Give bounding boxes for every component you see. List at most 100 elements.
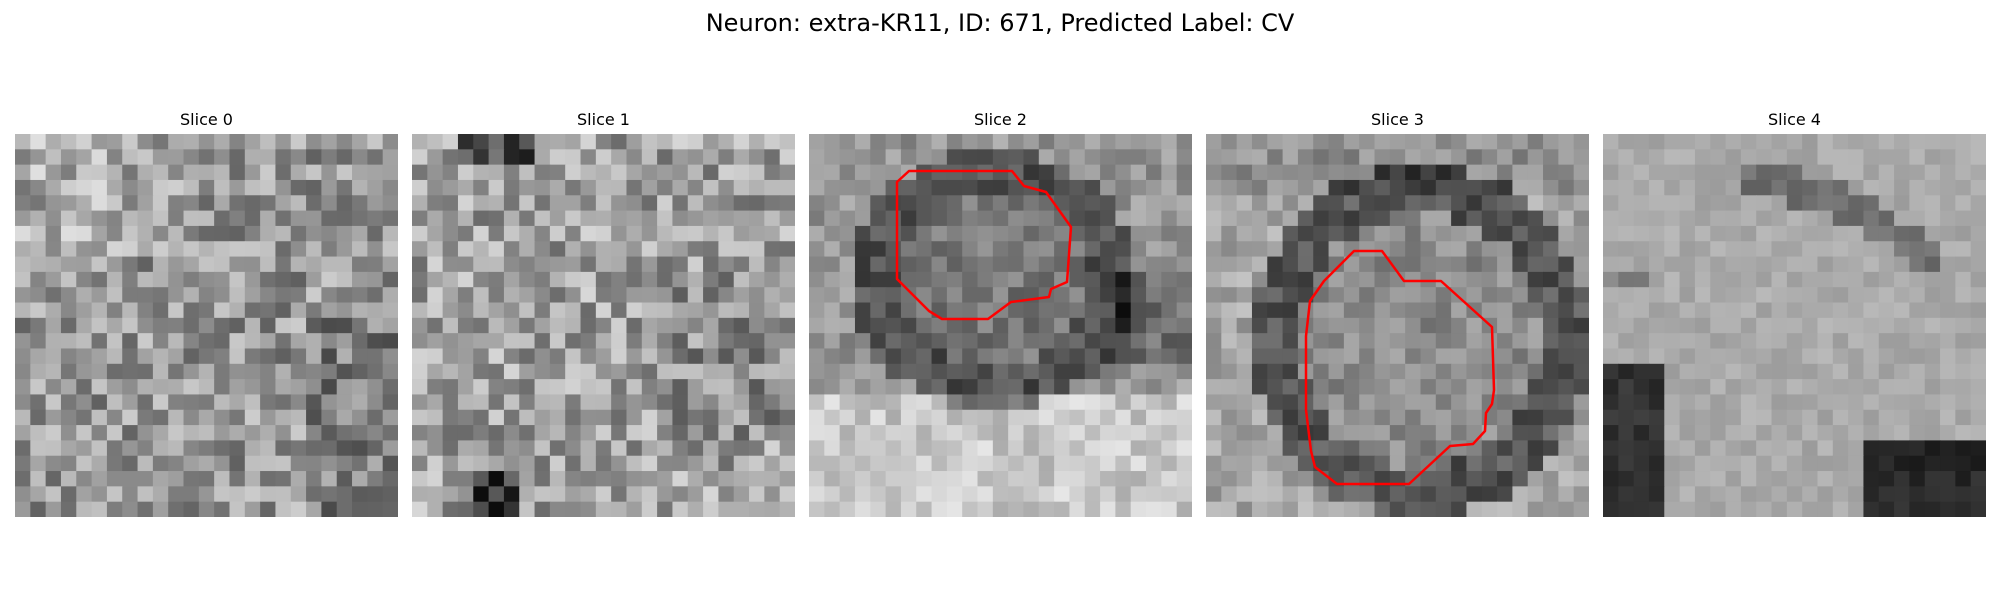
pixel <box>76 486 93 503</box>
pixel <box>321 256 338 273</box>
pixel <box>473 256 490 273</box>
pixel <box>1970 134 1986 150</box>
pixel <box>1786 455 1803 472</box>
pixel <box>60 134 77 150</box>
pixel <box>1633 333 1650 350</box>
pixel <box>183 134 200 150</box>
pixel <box>595 164 612 181</box>
pixel <box>457 149 474 166</box>
pixel <box>457 134 474 150</box>
pixel <box>703 164 719 181</box>
pixel <box>442 379 459 396</box>
pixel <box>1863 379 1880 396</box>
pixel <box>336 256 353 273</box>
pixel <box>1236 471 1253 487</box>
pixel <box>137 455 154 472</box>
pixel <box>503 225 520 242</box>
pixel <box>1176 287 1192 304</box>
pixel <box>229 333 246 350</box>
pixel <box>168 210 185 227</box>
pixel <box>534 486 551 503</box>
pixel <box>1084 348 1101 365</box>
pixel <box>1543 225 1559 242</box>
pixel <box>442 425 459 441</box>
pixel <box>76 471 93 487</box>
pixel <box>1955 149 1972 166</box>
pixel <box>503 425 520 441</box>
pixel <box>1313 164 1330 181</box>
pixel <box>290 195 307 212</box>
pixel <box>1115 195 1132 212</box>
pixel <box>60 149 77 166</box>
pixel <box>488 425 505 441</box>
pixel <box>687 317 704 334</box>
pixel <box>870 225 887 242</box>
pixel <box>1236 501 1253 517</box>
pixel <box>854 425 871 441</box>
pixel <box>1894 409 1910 426</box>
pixel <box>992 287 1009 304</box>
pixel <box>1648 179 1665 196</box>
pixel <box>718 134 735 150</box>
pixel <box>122 256 139 273</box>
pixel <box>352 317 368 334</box>
pixel <box>626 394 643 411</box>
pixel <box>367 241 384 258</box>
pixel <box>1267 486 1284 503</box>
pixel <box>1710 225 1727 242</box>
pixel <box>1633 425 1650 441</box>
pixel <box>1955 348 1972 365</box>
pixel <box>854 317 871 334</box>
pixel <box>1236 241 1253 258</box>
pixel <box>45 271 62 288</box>
pixel <box>1176 179 1192 196</box>
pixel <box>595 302 612 319</box>
pixel <box>137 134 154 150</box>
pixel <box>1694 333 1711 350</box>
pixel <box>824 256 841 273</box>
pixel <box>1679 271 1696 288</box>
pixel <box>1451 394 1468 411</box>
pixel <box>1740 363 1757 380</box>
pixel <box>977 149 994 166</box>
pixel <box>657 302 674 319</box>
pixel <box>1648 149 1665 166</box>
pixel <box>1817 241 1834 258</box>
pixel <box>1328 379 1345 396</box>
pixel <box>1543 455 1559 472</box>
pixel <box>168 287 185 304</box>
pixel <box>1221 471 1238 487</box>
pixel <box>565 256 582 273</box>
pixel <box>1832 302 1849 319</box>
pixel <box>1543 501 1559 517</box>
pixel <box>1863 440 1880 457</box>
pixel <box>1236 134 1253 150</box>
pixel <box>336 302 353 319</box>
pixel <box>1802 287 1819 304</box>
pixel <box>1648 225 1665 242</box>
pixel <box>1771 271 1788 288</box>
pixel <box>76 440 93 457</box>
pixel <box>1420 317 1437 334</box>
pixel <box>290 164 307 181</box>
pixel <box>1236 149 1253 166</box>
pixel <box>1970 149 1986 166</box>
pixel <box>1176 425 1192 441</box>
pixel <box>168 471 185 487</box>
pixel <box>91 348 108 365</box>
pixel <box>580 179 597 196</box>
pixel <box>1389 164 1406 181</box>
pixel <box>916 134 933 150</box>
pixel <box>916 486 933 503</box>
pixel <box>412 409 428 426</box>
pixel <box>1756 149 1773 166</box>
pixel <box>549 164 566 181</box>
pixel <box>992 363 1009 380</box>
pixel <box>1848 287 1865 304</box>
slice-1-title: Slice 1 <box>577 110 630 129</box>
pixel <box>1618 241 1635 258</box>
pixel <box>1970 425 1986 441</box>
pixel <box>1069 256 1086 273</box>
pixel <box>1512 302 1529 319</box>
pixel <box>1817 179 1834 196</box>
